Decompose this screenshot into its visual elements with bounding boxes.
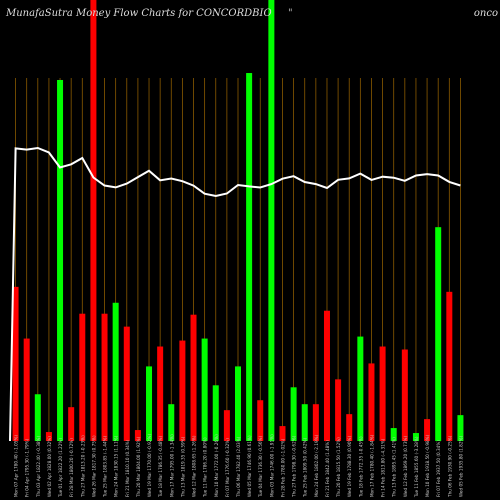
x-tick-label: Wed 05 Feb 1935.80 (1.82%)	[458, 436, 463, 497]
money-flow-bar	[290, 387, 297, 441]
x-tick-label: Tue 18 Feb 1772.35 (-0.45%)	[358, 436, 363, 498]
money-flow-bar	[357, 336, 364, 441]
x-tick-label: Fri 14 Feb 1813.80 (-4.31%)	[381, 438, 386, 497]
x-tick-label: Tue 01 Apr 1822.20 (1.22%)	[58, 438, 63, 498]
money-flow-bar	[379, 346, 386, 441]
x-tick-labels: Mon 07 Apr 1780.40 (-1.05%) Fri 04 Apr 17…	[14, 434, 464, 499]
x-tick-label: Tue 25 Feb 1809.50 (0.42%)	[303, 437, 308, 497]
money-flow-bar	[190, 314, 197, 441]
money-flow-bar	[168, 404, 175, 441]
x-tick-label: Tue 18 Mar 1786.35 (-0.48%)	[158, 435, 163, 497]
money-flow-bar	[279, 426, 286, 441]
money-flow-bar	[101, 313, 108, 441]
money-flow-bar	[390, 428, 397, 441]
x-tick-label: Wed 19 Mar 1770.00 (-0.92%)	[147, 434, 152, 497]
x-tick-label: Thu 03 Apr 1822.40 (-0.38%)	[36, 435, 41, 498]
money-flow-bar	[235, 366, 241, 441]
x-tick-label: Fri 28 Feb 1780.00 (-1.02%)	[281, 438, 286, 497]
money-flow-bar	[457, 415, 464, 441]
x-tick-label: Wed 12 Feb 1869.20 (0.73%)	[403, 436, 408, 497]
money-flow-bar	[57, 79, 64, 441]
money-flow-bar	[45, 432, 52, 441]
money-flow-bar	[157, 346, 164, 441]
x-tick-label: Mon 03 Mar 1746.00 (-1.91%)	[269, 434, 274, 497]
money-flow-bar	[90, 0, 97, 441]
x-tick-label: Wed 02 Apr 1828.00 (0.32%)	[47, 436, 52, 497]
chart-title-symbol: onco	[473, 8, 498, 19]
money-flow-bar	[246, 73, 253, 441]
x-tick-label: Fri 28 Mar 1800.20 (-0.72%)	[69, 438, 74, 497]
x-tick-label: Wed 19 Feb 1788.30 (0.90%)	[347, 436, 352, 497]
x-tick-label: Thu 06 Feb 1930.90 (-0.25%)	[447, 435, 452, 498]
money-flow-bar	[112, 302, 119, 441]
money-flow-bar	[201, 338, 208, 441]
money-flow-bar	[179, 340, 186, 441]
x-tick-label: Thu 20 Feb 1815.50 (1.52%)	[336, 437, 341, 498]
x-tick-label: Wed 12 Mar 1808.65 (1.26%)	[192, 435, 197, 497]
price-line	[9, 146, 461, 442]
money-flow-bar	[223, 410, 230, 441]
x-tick-label: Wed 05 Mar 1746.90 (0.61%)	[247, 435, 252, 497]
x-tick-label: Tue 25 Mar 1803.85 (-1.44%)	[103, 435, 108, 497]
money-flow-bar	[146, 366, 153, 441]
money-flow-bar	[12, 286, 19, 441]
x-tick-label: Fri 04 Apr 1795.30 (-1.79%)	[25, 438, 30, 497]
title-quote-mark: "	[288, 8, 293, 19]
money-flow-bar	[435, 227, 442, 441]
money-flow-bar	[446, 291, 453, 441]
money-flow-bar	[323, 310, 330, 441]
money-flow-bar	[346, 414, 353, 441]
money-flow-bar	[123, 326, 130, 441]
money-flow-bar	[401, 349, 408, 441]
x-tick-label: Mon 17 Mar 1795.00 (-1.34%)	[169, 434, 174, 497]
x-tick-label: Thu 13 Feb 1895.45 (1.41%)	[392, 437, 397, 498]
money-flow-bar	[268, 0, 275, 441]
x-tick-label: Wed 26 Mar 1817.30 (0.75%)	[91, 435, 96, 497]
money-flow-bar	[412, 433, 419, 441]
money-flow-bar	[68, 407, 75, 441]
money-flow-bar	[34, 394, 41, 441]
x-tick-label: Thu 20 Mar 1804.00 (1.92%)	[136, 436, 141, 498]
x-tick-label: Tue 04 Mar 1736.30 (-0.56%)	[258, 435, 263, 497]
money-flow-bar	[301, 404, 308, 441]
money-flow-bar	[335, 379, 342, 441]
money-flow-bar	[257, 400, 264, 441]
chart-title: MunafaSutra Money Flow Charts for CONCOR…	[6, 8, 272, 19]
x-tick-label: Fri 07 Feb 1937.50 (0.34%)	[436, 440, 441, 497]
money-flow-bar	[23, 338, 30, 441]
money-flow-bar	[424, 419, 431, 441]
x-tick-label: Mon 24 Feb 1802.00 (-2.19%)	[314, 434, 319, 497]
x-tick-label: Tue 11 Feb 1855.60 (-3.28%)	[414, 436, 419, 498]
price-line-group	[9, 146, 461, 442]
x-tick-label: Thu 27 Feb 1798.30 (-0.62%)	[292, 435, 297, 498]
x-tick-label: Mon 07 Apr 1780.40 (-1.05%)	[14, 435, 19, 497]
x-tick-label: Tue 11 Mar 1786.20 (0.80%)	[203, 437, 208, 498]
x-tick-label: Thu 27 Mar 1813.20 (-0.23%)	[80, 435, 85, 498]
x-tick-label: Mon 24 Mar 1830.15 (1.11%)	[114, 435, 119, 497]
money-flow-bars	[12, 0, 464, 441]
money-flow-bar	[79, 313, 86, 441]
x-tick-label: Mon 10 Mar 1772.00 (-0.26%)	[214, 434, 219, 497]
money-flow-bar	[368, 363, 375, 441]
x-tick-label: Thu 13 Mar 1819.35 (0.59%)	[180, 436, 185, 498]
x-tick-label: Fri 21 Feb 1842.40 (1.48%)	[325, 440, 330, 497]
x-tick-label: Mon 10 Feb 1918.50 (-0.98%)	[425, 434, 430, 497]
money-flow-bar	[212, 385, 219, 441]
money-flow-bar	[134, 430, 141, 441]
x-tick-label: Thu 06 Mar 1782.40 (2.03%)	[236, 436, 241, 498]
x-tick-label: Mon 17 Feb 1780.40 (-1.84%)	[370, 434, 375, 497]
x-tick-label: Fri 21 Mar 1810.10 (0.34%)	[125, 439, 130, 497]
x-tick-label: Fri 07 Mar 1776.60 (-0.32%)	[225, 438, 230, 497]
money-flow-bar	[312, 404, 319, 441]
